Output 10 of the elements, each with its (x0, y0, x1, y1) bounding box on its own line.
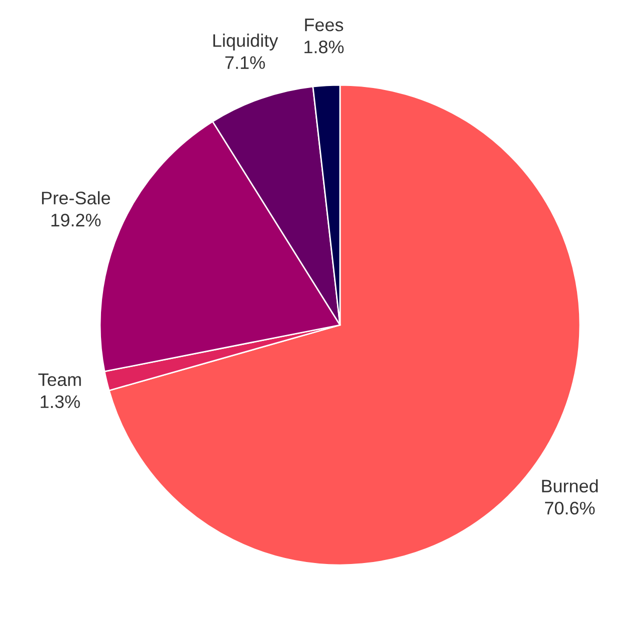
data-label: 1.8% (304, 40, 344, 54)
data-label: 70.6% (545, 502, 595, 515)
data-label: 7.1% (225, 56, 265, 69)
slice-label: Pre-Sale (42, 191, 110, 204)
slice-label: Liquidity (213, 34, 278, 50)
data-label: 1.3% (40, 395, 80, 408)
slice-label: Burned (542, 479, 598, 492)
slice-label: Team (38, 373, 81, 386)
slice-label: Fees (305, 18, 344, 32)
data-label: 19.2% (51, 214, 101, 226)
